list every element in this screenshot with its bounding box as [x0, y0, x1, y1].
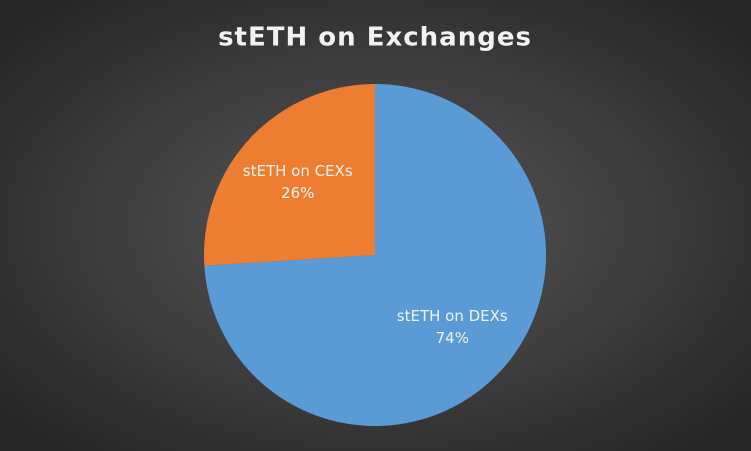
slice-category-label: stETH on CEXs — [243, 162, 353, 180]
chart-title: stETH on Exchanges — [218, 23, 532, 53]
pie-slice — [204, 84, 546, 426]
slice-value-label: 74% — [436, 329, 469, 347]
slice-category-label: stETH on DEXs — [397, 307, 508, 325]
pie-slice — [204, 84, 375, 266]
slice-value-label: 26% — [281, 184, 314, 202]
